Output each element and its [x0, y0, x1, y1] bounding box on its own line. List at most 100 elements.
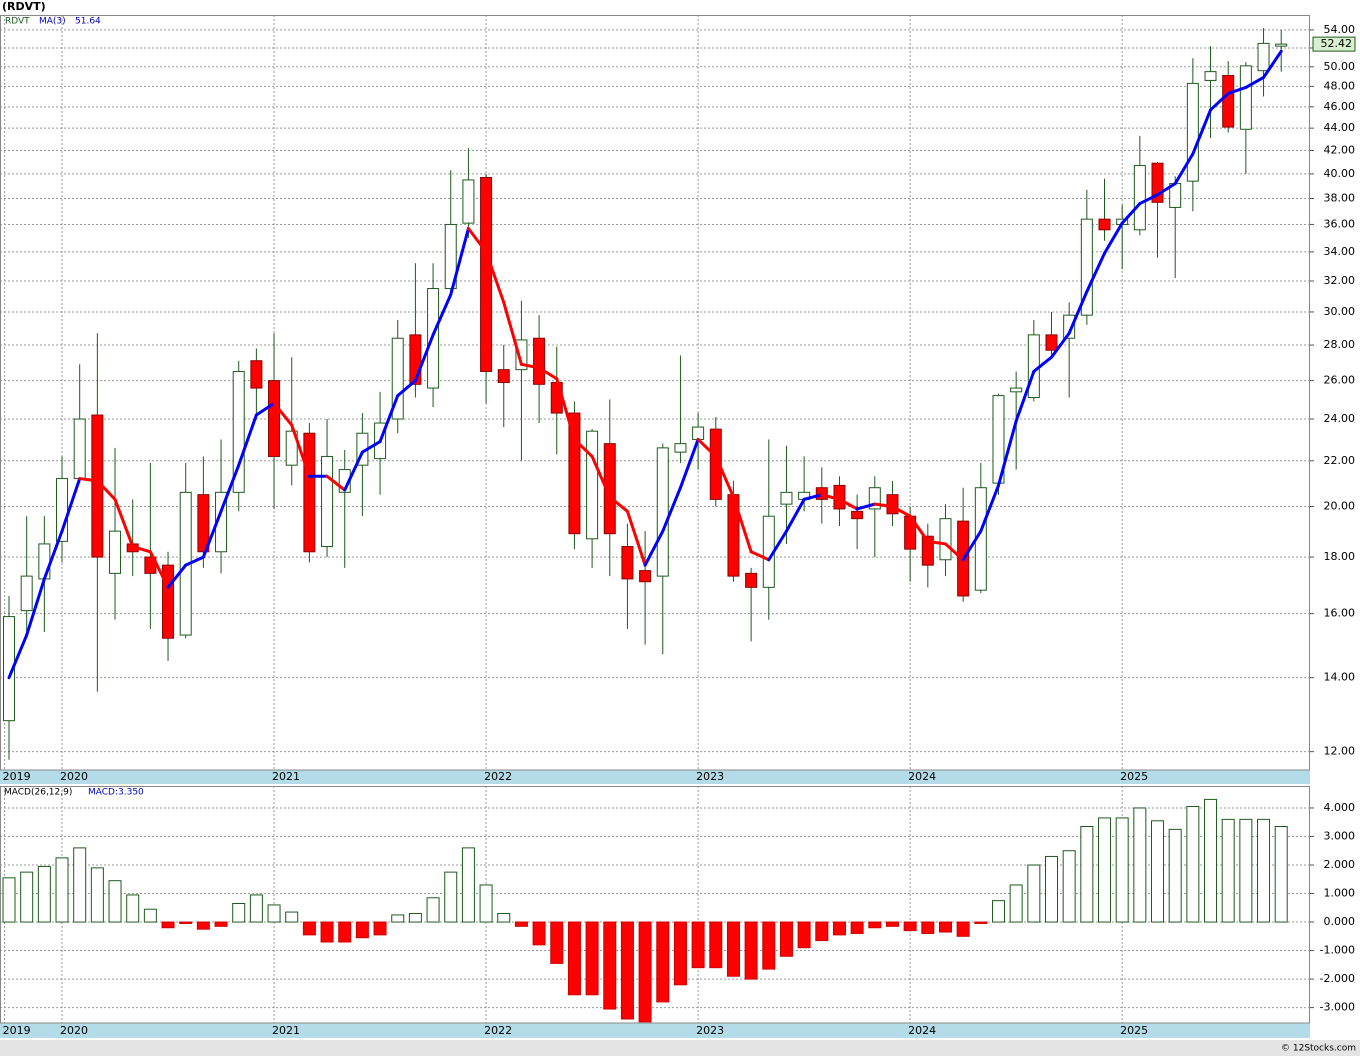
macd-bar [744, 921, 758, 980]
candle-body [497, 369, 510, 383]
macd-bar [815, 921, 829, 942]
price-frame [0, 15, 1310, 771]
macd-bar [638, 921, 652, 1023]
ma-segment [272, 401, 294, 427]
ma-segment [661, 486, 682, 533]
y-tick-label: 32.00 [1324, 274, 1356, 287]
macd-bar [179, 921, 193, 924]
macd-bar [903, 921, 917, 932]
last-price-label: 52.42 [1321, 37, 1353, 50]
macd-bar [461, 847, 475, 923]
y-tick-label: 50.00 [1324, 60, 1356, 73]
ma-segment [201, 509, 223, 559]
ma-segment [890, 505, 912, 518]
macd-bar [691, 921, 705, 969]
candle-body [232, 370, 245, 493]
ma-segment [484, 250, 506, 304]
candle-body [674, 443, 687, 453]
y2-tick-label: -1.000 [1320, 944, 1355, 957]
legend-ma: MA(3) [39, 17, 66, 27]
candle-body [921, 535, 934, 566]
macd-bar [832, 921, 846, 936]
ma-segment [254, 401, 276, 417]
candle-body [1133, 165, 1146, 231]
y-tick-label: 24.00 [1324, 412, 1356, 425]
candle-body [1257, 42, 1270, 72]
candle-body [462, 179, 475, 224]
candle-body [939, 518, 952, 561]
ma-segment [148, 550, 170, 589]
x-tick-label: 2019 [3, 1024, 31, 1037]
candle-body [603, 443, 616, 535]
ma-segment [943, 542, 965, 562]
candle-body [444, 223, 457, 290]
ma-segment [237, 413, 258, 467]
macd-bar [1080, 825, 1094, 923]
macd-bar [73, 847, 87, 923]
macd-bar [1257, 818, 1271, 923]
marks [2, 28, 1288, 1023]
macd-bar [2, 877, 16, 923]
x-tick-label: 2021 [272, 770, 300, 783]
candle-body [1186, 82, 1199, 182]
y2-tick-label: 3.000 [1324, 829, 1356, 842]
candle-body [886, 494, 899, 515]
candle-body [197, 494, 210, 553]
macd-bar [974, 921, 988, 924]
candle-body [321, 455, 334, 548]
y-tick-label: 16.00 [1324, 607, 1356, 620]
macd-bar [709, 921, 723, 969]
candle-body [409, 334, 422, 385]
ma-segment [767, 529, 788, 562]
candle-body [1063, 314, 1076, 339]
ma-segment [537, 366, 559, 381]
ma-segment [1226, 85, 1248, 95]
macd-bar [1168, 828, 1182, 923]
macd-bar [497, 912, 511, 923]
ma-segment [908, 514, 930, 543]
macd-bar [1204, 798, 1218, 923]
candle-body [1239, 65, 1252, 130]
macd-bar [285, 911, 299, 923]
macd-bar [938, 921, 952, 933]
candle-body [1151, 162, 1164, 203]
candle-body [285, 430, 298, 466]
candle-body [692, 426, 705, 440]
ma-segment [466, 226, 488, 254]
ma-segment [625, 509, 647, 567]
ma-segment [360, 440, 382, 454]
macd-bar [1098, 817, 1112, 923]
y-tick-label: 12.00 [1324, 745, 1356, 758]
y-tick-label: 48.00 [1324, 79, 1356, 92]
macd-bar [1186, 806, 1200, 923]
y-tick-label: 54.00 [1324, 23, 1356, 36]
candle-body [1204, 71, 1217, 81]
ma-segment [1050, 331, 1071, 359]
candle-body [268, 380, 281, 457]
ma-segment [95, 479, 117, 501]
ma-segment [113, 497, 135, 549]
macd-bar [673, 921, 687, 986]
y2-tick-label: -2.000 [1320, 972, 1355, 985]
macd-legend: MACD(26,12,9) [4, 788, 72, 798]
y-tick-label: 40.00 [1324, 167, 1356, 180]
x-tick-label: 2019 [3, 770, 31, 783]
macd-bar [196, 921, 210, 930]
ma-segment [78, 477, 99, 483]
y-tick-label: 36.00 [1324, 217, 1356, 230]
candle-body [38, 543, 51, 580]
macd-bar [373, 921, 387, 936]
footer: © 12Stocks.com [1281, 1044, 1356, 1054]
candle-body [1098, 218, 1111, 231]
macd-bar [726, 921, 740, 977]
x-tick-label: 2020 [60, 1024, 88, 1037]
macd-bar [514, 921, 528, 927]
macd-bar [90, 867, 104, 923]
macd-bar [991, 900, 1005, 923]
macd-bar [1009, 884, 1023, 923]
ma-segment [502, 300, 523, 366]
y-tick-label: 18.00 [1324, 550, 1356, 563]
y-tick-label: 28.00 [1324, 338, 1356, 351]
candle-body [780, 491, 793, 505]
ma-segment [1032, 355, 1053, 373]
